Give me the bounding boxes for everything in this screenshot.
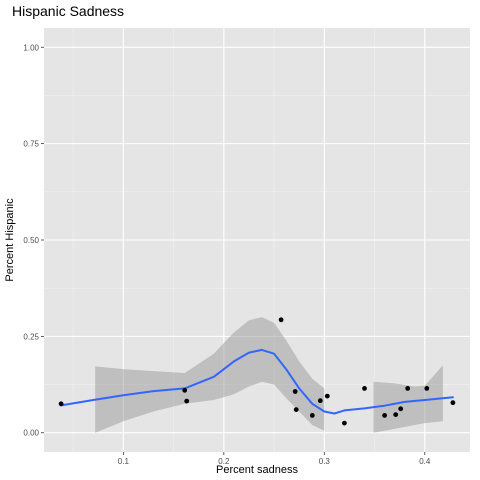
data-point <box>393 412 399 417</box>
confidence-ribbons <box>95 317 443 433</box>
chart-title: Hispanic Sadness <box>12 3 124 19</box>
data-point <box>424 386 430 391</box>
confidence-ribbon <box>95 317 325 433</box>
data-point <box>317 398 323 404</box>
x-axis-ticks: 0.1 0.2 0.3 0.4 <box>118 452 431 466</box>
data-point <box>293 407 299 412</box>
smooth-line <box>60 348 346 415</box>
data-point <box>342 420 347 426</box>
data-point <box>278 317 284 323</box>
x-tick-label: 0.4 <box>419 457 431 466</box>
confidence-ribbon <box>373 365 443 433</box>
smooth-lines <box>60 348 454 415</box>
x-tick-label: 0.2 <box>218 457 230 466</box>
y-tick-label: 0.50 <box>23 236 39 245</box>
data-point <box>405 386 411 391</box>
smooth-line <box>343 396 454 412</box>
y-tick-label: 1.00 <box>23 43 39 52</box>
y-axis-ticks: 0.00 0.25 0.50 0.75 1.00 <box>23 43 44 438</box>
data-point <box>292 389 298 394</box>
x-axis-title: Percent sadness <box>216 464 298 476</box>
data-point <box>362 386 367 391</box>
data-point <box>324 393 330 399</box>
y-tick-label: 0.00 <box>23 429 39 438</box>
data-point <box>184 398 190 404</box>
y-axis-title: Percent Hispanic <box>4 198 16 282</box>
data-point <box>382 413 387 418</box>
x-tick-label: 0.1 <box>118 457 130 466</box>
data-point <box>450 400 456 406</box>
data-points <box>58 317 456 426</box>
y-tick-label: 0.75 <box>23 140 39 149</box>
data-point <box>309 413 315 418</box>
x-tick-label: 0.3 <box>319 457 331 466</box>
data-point <box>58 401 64 407</box>
y-tick-label: 0.25 <box>23 332 39 341</box>
data-point <box>182 387 188 393</box>
data-point <box>398 406 404 412</box>
